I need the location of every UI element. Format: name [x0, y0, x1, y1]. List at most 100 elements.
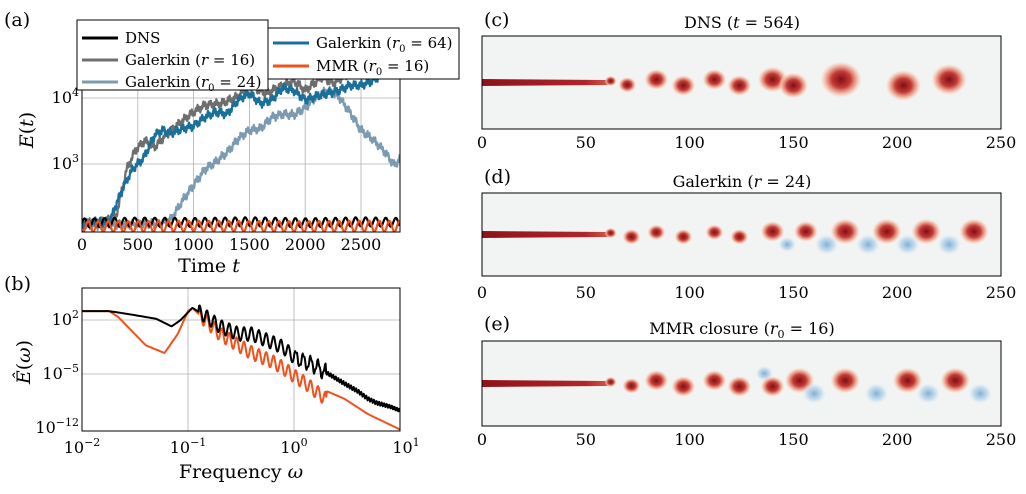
- panel-d-frame: [481, 192, 1002, 277]
- x-tick-label: 150: [778, 430, 809, 449]
- x-tick-label: 200: [882, 283, 913, 302]
- y-tick-label: 103: [52, 152, 79, 173]
- vortex-positive: [820, 61, 862, 98]
- x-tick-label: 150: [778, 133, 809, 152]
- panel-a-ylabel: E(t): [16, 112, 38, 149]
- panel-b-series: [82, 304, 400, 431]
- vortex-positive: [959, 218, 989, 245]
- x-tick-label: 200: [882, 430, 913, 449]
- panel-e-frame: [481, 340, 1002, 427]
- legend-box: [267, 27, 460, 80]
- x-tick-label: 150: [778, 283, 809, 302]
- series-line-galerkin-r0-64: [82, 62, 400, 230]
- vortex-positive: [671, 75, 696, 96]
- vortex-positive: [674, 229, 693, 245]
- legend-label-galerkin-r0-64: Galerkin (r0 = 64): [316, 34, 453, 55]
- panel-e-field: [482, 365, 993, 404]
- vortex-positive: [604, 227, 617, 239]
- panel-c-x-ticks: 0 50 100 150 200 250: [477, 133, 1016, 152]
- panel-c: (c) DNS (t = 564) 0 50 100 150 200 250: [477, 9, 1016, 152]
- y-tick-label: 10−12: [35, 416, 79, 437]
- series-line-mmr-r0-16: [82, 219, 400, 232]
- x-tick-label: 200: [882, 133, 913, 152]
- jet-core: [482, 380, 611, 387]
- vortex-positive: [702, 370, 727, 391]
- vortex-negative: [802, 383, 827, 404]
- panel-b-xlabel: Frequency ω: [179, 461, 303, 483]
- panel-c-field: [482, 61, 967, 102]
- x-tick-label: 100: [674, 133, 705, 152]
- panel-a-label: (a): [4, 9, 30, 31]
- x-tick-label: 250: [986, 133, 1017, 152]
- x-tick-label: 10−1: [170, 436, 207, 457]
- x-tick-label: 0: [477, 283, 487, 302]
- vortex-positive: [871, 218, 902, 245]
- vortex-negative: [778, 236, 797, 253]
- panel-d-x-ticks: 0 50 100 150 200 250: [477, 283, 1016, 302]
- vortex-positive: [647, 224, 666, 241]
- panel-a: (a) 0 500 1000 1500 2000 2500 103 104 Ti…: [4, 9, 460, 277]
- x-tick-label: 250: [986, 430, 1017, 449]
- x-tick-label: 50: [576, 283, 596, 302]
- panel-d: (d) Galerkin (r = 24) 0 50 100 150 200 2…: [477, 166, 1016, 302]
- x-tick-label: 100: [280, 436, 307, 457]
- y-tick-label: 10−5: [42, 362, 79, 383]
- panel-d-title: Galerkin (r = 24): [673, 172, 812, 191]
- legend-label-galerkin-r0-24: Galerkin (r0 = 24): [125, 73, 262, 94]
- vortex-positive: [618, 77, 637, 93]
- legend-left: DNS Galerkin (r = 16) Galerkin (r0 = 24): [76, 19, 269, 94]
- panel-a-xlabel: Time t: [178, 255, 240, 277]
- vortex-positive: [644, 69, 669, 90]
- vortex-positive: [604, 75, 617, 87]
- vortex-positive: [940, 367, 971, 394]
- vortex-positive: [931, 63, 967, 96]
- x-tick-label: 2000: [285, 235, 326, 254]
- panel-b: (b) 10−2 10−1 100 101 102 10−5 10−12 Fre…: [4, 273, 420, 483]
- y-tick-label: 102: [52, 308, 79, 329]
- x-tick-label: 50: [576, 133, 596, 152]
- legend-label-galerkin-r16: Galerkin (r = 16): [125, 51, 255, 69]
- legend-label-dns: DNS: [125, 29, 160, 47]
- panel-a-y-ticks: 103 104: [52, 86, 79, 173]
- vortex-positive: [911, 218, 942, 245]
- legend-box: [76, 19, 269, 91]
- panel-e-title: MMR closure (r0 = 16): [649, 319, 834, 341]
- vortex-positive: [622, 378, 641, 394]
- series-line-galerkin-r0-24: [82, 85, 400, 232]
- panel-d-label: (d): [484, 166, 511, 188]
- panel-e-x-ticks: 0 50 100 150 200 250: [477, 430, 1016, 449]
- vortex-positive: [727, 75, 752, 96]
- vortex-positive: [793, 221, 818, 242]
- panel-a-x-ticks: 0 500 1000 1500 2000 2500: [77, 235, 381, 254]
- vortex-positive: [727, 376, 752, 397]
- series-line-dns: [82, 304, 400, 413]
- x-tick-label: 2500: [341, 235, 382, 254]
- vortex-positive: [622, 229, 641, 245]
- x-tick-label: 0: [477, 133, 487, 152]
- vortex-negative: [937, 234, 962, 255]
- x-tick-label: 100: [674, 430, 705, 449]
- vortex-positive: [760, 376, 785, 397]
- x-tick-label: 50: [576, 430, 596, 449]
- x-tick-label: 1500: [229, 235, 270, 254]
- x-tick-label: 250: [986, 283, 1017, 302]
- panel-b-frame: [81, 287, 401, 432]
- vortex-positive: [885, 69, 922, 102]
- legend-label-mmr: MMR (r0 = 16): [316, 57, 429, 78]
- vortex-positive: [671, 376, 696, 397]
- vortex-positive: [760, 221, 785, 242]
- panel-d-field: [482, 218, 989, 255]
- vortex-negative: [916, 383, 941, 404]
- panel-e: (e) MMR closure (r0 = 16) 0 50 100 150 2…: [477, 313, 1016, 449]
- vortex-positive: [892, 367, 923, 394]
- y-tick-label: 104: [52, 86, 79, 107]
- panel-b-ylabel: Ê(ω): [12, 340, 35, 385]
- vortex-negative: [814, 234, 839, 255]
- panel-e-label: (e): [484, 313, 510, 335]
- panel-b-grid: [82, 288, 400, 431]
- panel-c-frame: [481, 35, 1002, 130]
- vortex-negative: [864, 383, 889, 404]
- vortex-positive: [730, 229, 749, 245]
- x-tick-label: 100: [674, 283, 705, 302]
- panel-c-title: DNS (t = 564): [684, 13, 800, 32]
